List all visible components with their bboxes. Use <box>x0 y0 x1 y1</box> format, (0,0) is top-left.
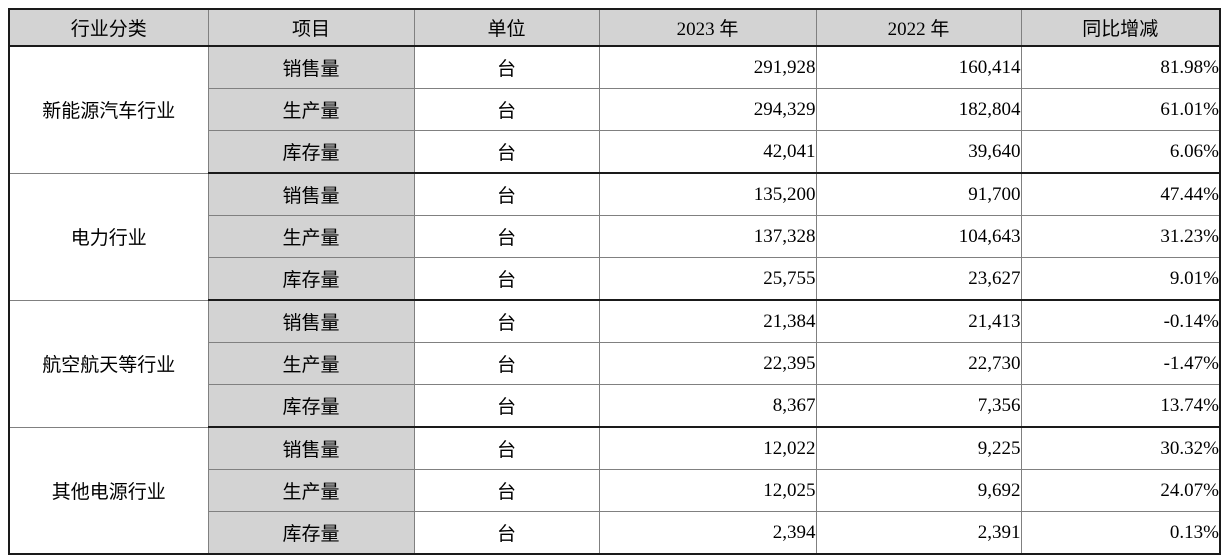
value-2022-cell: 91,700 <box>815 172 1022 216</box>
value-2022-cell: 2,391 <box>815 511 1022 555</box>
item-cell: 库存量 <box>207 384 415 428</box>
table-row: 生产量 台 12,025 9,692 24.07% <box>9 469 1221 512</box>
unit-cell: 台 <box>413 426 600 470</box>
table-row: 电力行业 销售量 台 135,200 91,700 47.44% <box>8 172 1221 301</box>
table-row: 新能源汽车行业 销售量 台 291,928 160,414 81.98% <box>8 45 1221 174</box>
header-2022: 2022 年 <box>815 8 1022 47</box>
table-row: 库存量 台 42,041 39,640 6.06% <box>9 130 1221 174</box>
industry-group-label: 新能源汽车行业 <box>8 45 209 174</box>
unit-cell: 台 <box>413 172 600 216</box>
header-industry: 行业分类 <box>8 8 209 47</box>
value-2023-cell: 25,755 <box>598 257 817 301</box>
value-2023-cell: 291,928 <box>598 45 817 89</box>
header-row: 行业分类 项目 单位 2023 年 2022 年 同比增减 <box>8 8 1221 47</box>
value-2023-cell: 2,394 <box>598 511 817 555</box>
value-2022-cell: 7,356 <box>815 384 1022 428</box>
yoy-cell: 0.13% <box>1020 511 1221 555</box>
value-2022-cell: 182,804 <box>815 88 1022 131</box>
header-yoy: 同比增减 <box>1020 8 1221 47</box>
value-2023-cell: 12,025 <box>598 469 817 512</box>
value-2022-cell: 23,627 <box>815 257 1022 301</box>
item-cell: 库存量 <box>207 130 415 174</box>
yoy-cell: 31.23% <box>1020 215 1221 258</box>
item-cell: 库存量 <box>207 511 415 555</box>
unit-cell: 台 <box>413 45 600 89</box>
table-row: 库存量 台 25,755 23,627 9.01% <box>9 257 1221 301</box>
value-2022-cell: 9,225 <box>815 426 1022 470</box>
table-row: 库存量 台 8,367 7,356 13.74% <box>9 384 1221 428</box>
value-2022-cell: 9,692 <box>815 469 1022 512</box>
unit-cell: 台 <box>413 511 600 555</box>
unit-cell: 台 <box>413 299 600 343</box>
unit-cell: 台 <box>413 469 600 512</box>
yoy-cell: 6.06% <box>1020 130 1221 174</box>
table-row: 生产量 台 22,395 22,730 -1.47% <box>9 342 1221 385</box>
item-cell: 销售量 <box>207 172 415 216</box>
table-row: 其他电源行业 销售量 台 12,022 9,225 30.32% <box>8 426 1221 555</box>
value-2023-cell: 12,022 <box>598 426 817 470</box>
value-2023-cell: 137,328 <box>598 215 817 258</box>
unit-cell: 台 <box>413 130 600 174</box>
value-2022-cell: 160,414 <box>815 45 1022 89</box>
industry-output-table-container: 行业分类 项目 单位 2023 年 2022 年 同比增减 新能源汽车行业 销售… <box>8 8 1221 555</box>
value-2023-cell: 294,329 <box>598 88 817 131</box>
item-cell: 生产量 <box>207 342 415 385</box>
yoy-cell: 13.74% <box>1020 384 1221 428</box>
header-2023: 2023 年 <box>598 8 817 47</box>
item-cell: 销售量 <box>207 45 415 89</box>
yoy-cell: -1.47% <box>1020 342 1221 385</box>
unit-cell: 台 <box>413 384 600 428</box>
item-cell: 生产量 <box>207 215 415 258</box>
yoy-cell: 24.07% <box>1020 469 1221 512</box>
industry-group-label: 电力行业 <box>8 172 209 301</box>
value-2023-cell: 42,041 <box>598 130 817 174</box>
yoy-cell: 81.98% <box>1020 45 1221 89</box>
value-2023-cell: 8,367 <box>598 384 817 428</box>
yoy-cell: 61.01% <box>1020 88 1221 131</box>
item-cell: 生产量 <box>207 88 415 131</box>
item-cell: 销售量 <box>207 299 415 343</box>
table-row: 生产量 台 137,328 104,643 31.23% <box>9 215 1221 258</box>
unit-cell: 台 <box>413 342 600 385</box>
value-2022-cell: 22,730 <box>815 342 1022 385</box>
value-2022-cell: 21,413 <box>815 299 1022 343</box>
header-item: 项目 <box>207 8 415 47</box>
item-cell: 销售量 <box>207 426 415 470</box>
value-2022-cell: 104,643 <box>815 215 1022 258</box>
table-row: 生产量 台 294,329 182,804 61.01% <box>9 88 1221 131</box>
value-2023-cell: 135,200 <box>598 172 817 216</box>
value-2023-cell: 21,384 <box>598 299 817 343</box>
industry-group-label: 其他电源行业 <box>8 426 209 555</box>
industry-group-label: 航空航天等行业 <box>8 299 209 428</box>
value-2022-cell: 39,640 <box>815 130 1022 174</box>
value-2023-cell: 22,395 <box>598 342 817 385</box>
yoy-cell: -0.14% <box>1020 299 1221 343</box>
yoy-cell: 47.44% <box>1020 172 1221 216</box>
header-unit: 单位 <box>413 8 600 47</box>
unit-cell: 台 <box>413 257 600 301</box>
industry-output-table: 行业分类 项目 单位 2023 年 2022 年 同比增减 新能源汽车行业 销售… <box>8 8 1221 555</box>
unit-cell: 台 <box>413 215 600 258</box>
item-cell: 生产量 <box>207 469 415 512</box>
yoy-cell: 9.01% <box>1020 257 1221 301</box>
unit-cell: 台 <box>413 88 600 131</box>
item-cell: 库存量 <box>207 257 415 301</box>
table-row: 航空航天等行业 销售量 台 21,384 21,413 -0.14% <box>8 299 1221 428</box>
yoy-cell: 30.32% <box>1020 426 1221 470</box>
